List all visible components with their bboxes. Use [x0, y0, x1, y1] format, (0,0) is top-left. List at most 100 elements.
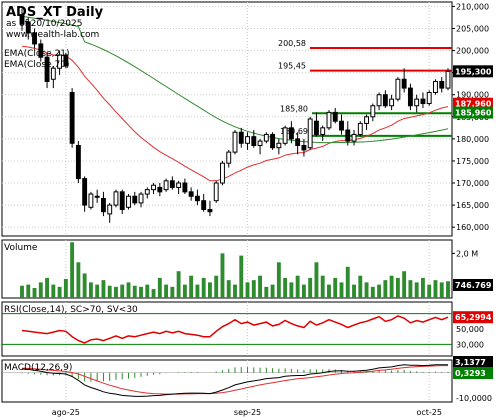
candle-body: [201, 200, 207, 211]
price-tick-label: 165,000: [456, 201, 489, 210]
x-axis-label: oct-25: [416, 408, 442, 417]
candle-body: [25, 21, 31, 34]
volume-bar: [76, 262, 81, 298]
candle-body: [226, 151, 232, 164]
candle-body: [301, 144, 307, 151]
candle-body: [151, 184, 157, 191]
volume-bar: [189, 275, 194, 298]
volume-bar: [239, 255, 244, 298]
volume-bar: [145, 284, 150, 298]
ema-long-legend: EMA(Close,70): [4, 60, 69, 70]
rsi-tick-label: 30,000: [456, 340, 484, 349]
volume-bar: [151, 289, 156, 298]
candle-body: [213, 182, 219, 202]
candle-body: [320, 127, 326, 135]
price-tag-black-box: [453, 65, 493, 78]
source-label: www.wealth-lab.com: [6, 30, 99, 40]
candle-body: [144, 189, 150, 195]
candle-body: [126, 195, 131, 208]
macd-tag-box: [453, 356, 493, 368]
panel-frame-rsi: [1, 301, 453, 357]
chart-subtitle: as of 20/10/2025: [6, 19, 82, 29]
macd-hist-tag-box: [453, 367, 493, 379]
volume-bar: [395, 277, 400, 298]
ema-short-legend: EMA(Close,21): [4, 49, 69, 59]
candle-body: [82, 178, 88, 206]
volume-bar: [182, 284, 187, 298]
volume-bar: [26, 284, 31, 298]
volume-bar: [364, 282, 369, 298]
volume-bar: [433, 280, 438, 298]
volume-bar: [114, 286, 118, 298]
volume-bar: [264, 286, 269, 298]
volume-bar: [101, 280, 106, 298]
candle-body: [119, 191, 125, 211]
price-tick-label: 170,000: [456, 179, 489, 188]
price-tick-label: 160,000: [456, 223, 489, 232]
level-label: 180,69: [280, 127, 308, 136]
level-label: 200,58: [278, 39, 306, 48]
volume-bar: [107, 285, 112, 298]
candle-body: [414, 98, 420, 107]
volume-bar: [301, 284, 306, 298]
candle-body: [50, 67, 56, 80]
candle-body: [57, 54, 63, 69]
candle-body: [113, 191, 119, 206]
level-label: 185,80: [280, 104, 308, 113]
candle-body: [339, 120, 344, 131]
macd-title: MACD(12,26,9): [4, 363, 72, 373]
volume-bar: [377, 284, 382, 298]
volume-bar: [420, 277, 425, 298]
volume-bar: [82, 273, 87, 298]
volume-bar: [339, 282, 344, 298]
volume-title: Volume: [4, 243, 38, 253]
volume-bar: [214, 275, 219, 298]
macd-hist-tag-label: 0,3293: [455, 369, 486, 378]
volume-tag-box: [453, 279, 493, 291]
candle-body: [295, 138, 301, 146]
candle-body: [276, 142, 282, 149]
volume-bar: [233, 284, 237, 298]
macd-tick-label: -10,0000: [456, 394, 492, 403]
candle-body: [307, 118, 313, 149]
price-tag-black-label: 195,300: [455, 67, 492, 76]
candle-body: [207, 209, 213, 213]
candle-body: [263, 133, 269, 142]
rsi-tag-label: 65,2994: [455, 313, 492, 322]
panel-frames: [1, 1, 453, 403]
volume-bar: [207, 282, 212, 298]
volume-bar: [283, 277, 288, 298]
candle-body: [270, 133, 276, 149]
volume-bar: [126, 282, 131, 298]
candle-body: [169, 180, 175, 188]
candle-body: [19, 14, 25, 25]
volume-bar: [164, 284, 169, 298]
volume-bar: [132, 285, 137, 298]
candle-body: [32, 32, 37, 45]
candle-body: [439, 80, 445, 89]
rsi-panel: RSI(Close,14), SC>70, SV<30: [2, 305, 452, 345]
volume-bar: [139, 286, 143, 298]
macd-signal-line: [21, 365, 448, 395]
volume-bar: [51, 284, 56, 298]
price-tick-label: 180,000: [456, 135, 489, 144]
volume-bar: [402, 271, 407, 298]
price-tick-label: 200,000: [456, 47, 489, 56]
volume-bar: [414, 282, 419, 298]
candle-body: [107, 204, 113, 215]
candle-body: [132, 195, 138, 204]
volume-bar: [308, 277, 313, 298]
macd-panel: MACD(12,26,9): [2, 363, 452, 397]
candle-body: [251, 136, 257, 146]
candle-body: [188, 191, 194, 197]
volume-bar: [276, 262, 281, 298]
volume-bar: [88, 282, 93, 298]
volume-bar: [289, 282, 294, 298]
volume-bar: [70, 242, 75, 298]
price-tag-red-label: 187,960: [455, 100, 492, 109]
candle-body: [238, 131, 244, 144]
candle-body: [157, 186, 163, 193]
candle-body: [370, 105, 376, 118]
candle-body: [75, 144, 81, 180]
volume-bar: [408, 280, 413, 298]
